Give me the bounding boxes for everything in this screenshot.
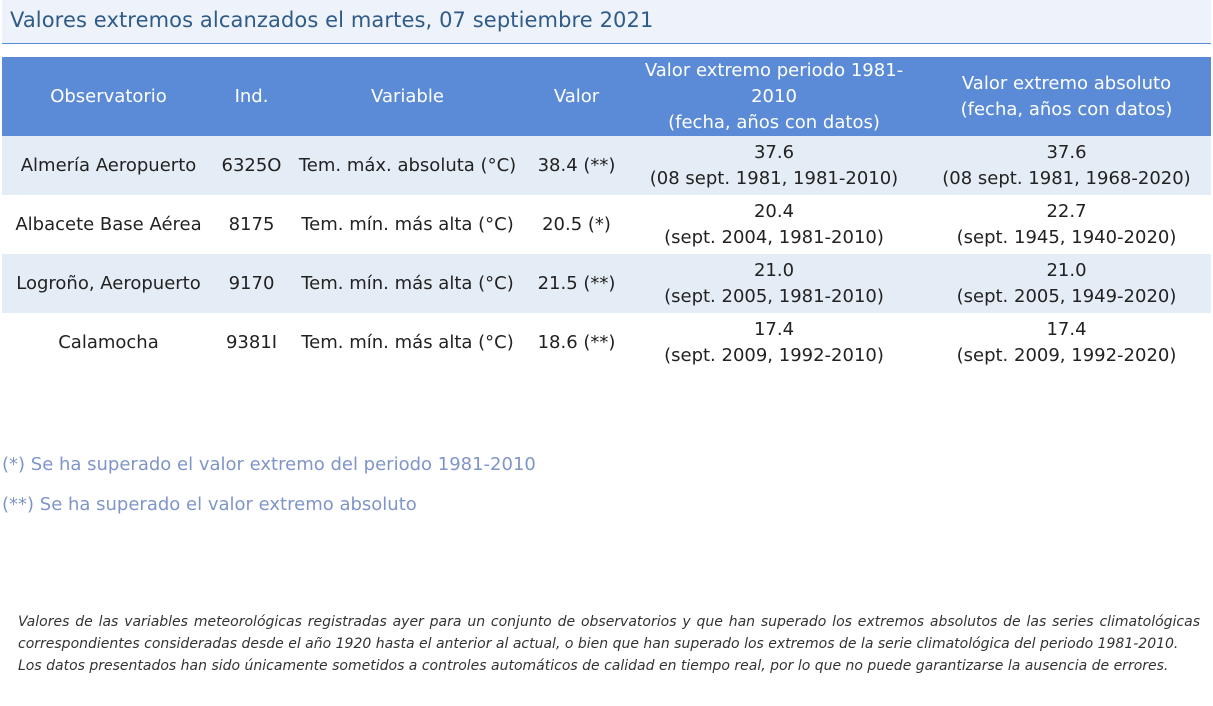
header-absoluto-line1: Valor extremo absoluto	[961, 72, 1172, 94]
cell-periodo: 21.0 (sept. 2005, 1981-2010)	[626, 254, 922, 313]
table-row: Calamocha 9381I Tem. mín. más alta (°C) …	[2, 313, 1211, 372]
table-row: Logroño, Aeropuerto 9170 Tem. mín. más a…	[2, 254, 1211, 313]
periodo-detail: (sept. 2005, 1981-2010)	[664, 285, 884, 307]
table-row: Almería Aeropuerto 6325O Tem. máx. absol…	[2, 136, 1211, 195]
header-periodo-line2: (fecha, años con datos)	[668, 111, 880, 133]
cell-observatorio: Logroño, Aeropuerto	[2, 254, 215, 313]
periodo-value: 37.6	[753, 141, 795, 163]
absoluto-value: 17.4	[1046, 318, 1087, 340]
periodo-detail: (08 sept. 1981, 1981-2010)	[649, 167, 899, 189]
header-variable: Variable	[288, 57, 527, 136]
cell-observatorio: Albacete Base Aérea	[2, 195, 215, 254]
periodo-detail: (sept. 2004, 1981-2010)	[664, 226, 884, 248]
table-header-row: Observatorio Ind. Variable Valor Valor e…	[2, 57, 1211, 136]
disclaimer-paragraph-2: Los datos presentados han sido únicament…	[18, 658, 1169, 674]
cell-observatorio: Almería Aeropuerto	[2, 136, 215, 195]
cell-ind: 9381I	[215, 313, 288, 372]
cell-absoluto: 17.4 (sept. 2009, 1992-2020)	[922, 313, 1211, 372]
cell-ind: 9170	[215, 254, 288, 313]
footnote-single-asterisk: (*) Se ha superado el valor extremo del …	[2, 454, 536, 475]
absoluto-detail: (sept. 2005, 1949-2020)	[956, 285, 1177, 307]
cell-valor: 38.4 (**)	[527, 136, 626, 195]
absoluto-value: 37.6	[1046, 141, 1087, 163]
footnote-double-asterisk: (**) Se ha superado el valor extremo abs…	[2, 494, 417, 515]
header-periodo: Valor extremo periodo 1981-2010 (fecha, a…	[626, 57, 922, 136]
periodo-value: 20.4	[753, 200, 795, 222]
extremes-table: Observatorio Ind. Variable Valor Valor e…	[2, 57, 1211, 372]
page-title: Valores extremos alcanzados el martes, 0…	[10, 8, 654, 32]
periodo-detail: (sept. 2009, 1992-2010)	[664, 344, 884, 366]
periodo-value: 21.0	[753, 259, 795, 281]
cell-periodo: 37.6 (08 sept. 1981, 1981-2010)	[626, 136, 922, 195]
cell-variable: Tem. mín. más alta (°C)	[288, 313, 527, 372]
cell-absoluto: 22.7 (sept. 1945, 1940-2020)	[922, 195, 1211, 254]
header-periodo-line1: Valor extremo periodo 1981-2010	[644, 59, 904, 107]
title-bar: Valores extremos alcanzados el martes, 0…	[2, 0, 1211, 44]
disclaimer: Valores de las variables meteorológicas …	[18, 611, 1200, 677]
cell-valor: 20.5 (*)	[527, 195, 626, 254]
cell-valor: 18.6 (**)	[527, 313, 626, 372]
cell-variable: Tem. máx. absoluta (°C)	[288, 136, 527, 195]
absoluto-detail: (sept. 2009, 1992-2020)	[956, 344, 1177, 366]
header-absoluto-line2: (fecha, años con datos)	[960, 98, 1173, 120]
header-observatorio: Observatorio	[2, 57, 215, 136]
periodo-value: 17.4	[753, 318, 795, 340]
table-row: Albacete Base Aérea 8175 Tem. mín. más a…	[2, 195, 1211, 254]
header-valor: Valor	[527, 57, 626, 136]
disclaimer-paragraph-1: Valores de las variables meteorológicas …	[18, 614, 1200, 652]
absoluto-detail: (sept. 1945, 1940-2020)	[956, 226, 1177, 248]
absoluto-value: 22.7	[1046, 200, 1087, 222]
cell-periodo: 17.4 (sept. 2009, 1992-2010)	[626, 313, 922, 372]
header-absoluto: Valor extremo absoluto (fecha, años con d…	[922, 57, 1211, 136]
cell-ind: 8175	[215, 195, 288, 254]
header-ind: Ind.	[215, 57, 288, 136]
cell-periodo: 20.4 (sept. 2004, 1981-2010)	[626, 195, 922, 254]
cell-variable: Tem. mín. más alta (°C)	[288, 254, 527, 313]
cell-variable: Tem. mín. más alta (°C)	[288, 195, 527, 254]
cell-absoluto: 21.0 (sept. 2005, 1949-2020)	[922, 254, 1211, 313]
absoluto-detail: (08 sept. 1981, 1968-2020)	[942, 167, 1191, 189]
cell-valor: 21.5 (**)	[527, 254, 626, 313]
cell-absoluto: 37.6 (08 sept. 1981, 1968-2020)	[922, 136, 1211, 195]
cell-observatorio: Calamocha	[2, 313, 215, 372]
absoluto-value: 21.0	[1046, 259, 1087, 281]
cell-ind: 6325O	[215, 136, 288, 195]
